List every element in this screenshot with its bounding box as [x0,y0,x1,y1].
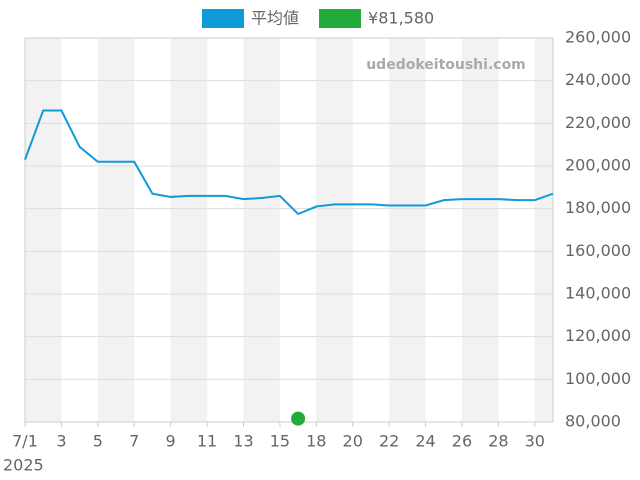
x-tick-label: 5 [93,432,103,451]
legend-label: 平均値 [251,9,299,28]
watermark: udedokeitoushi.com [366,57,526,73]
plot-border [24,37,554,423]
y-tick-label: 120,000 [565,326,631,345]
y-tick-label: 180,000 [565,198,631,217]
x-tick-label: 18 [306,432,326,451]
y-tick-label: 240,000 [565,70,631,89]
x-tick-label: 24 [415,432,435,451]
x-tick-label: 26 [452,432,472,451]
band [534,38,553,422]
point [291,411,306,426]
band [97,38,135,422]
series-line [24,109,554,216]
x-tick-label: 15 [270,432,290,451]
band [25,38,62,422]
y-tick-label: 220,000 [565,113,631,132]
x-tick-label: 9 [166,432,176,451]
band [316,38,353,422]
x-tick-label: 7 [129,432,139,451]
x-tick-label: 7/1 [12,432,38,451]
y-tick-label: 100,000 [565,369,631,388]
band [170,38,208,422]
y-tick-label: 80,000 [565,412,621,431]
x-tick-label: 20 [343,432,363,451]
x-tick-label: 13 [233,432,253,451]
x-tick-label: 22 [379,432,399,451]
x-tick-label: 3 [56,432,66,451]
y-tick-label: 200,000 [565,156,631,175]
legend-swatch [319,9,362,28]
y-tick-label: 160,000 [565,241,631,260]
x-tick-label: 28 [488,432,508,451]
y-tick-label: 140,000 [565,284,631,303]
x-tick-label: 11 [197,432,217,451]
band [243,38,280,422]
x-tick-label: 30 [525,432,545,451]
legend-swatch [202,9,244,28]
legend-label: ¥81,580 [368,9,434,28]
y-tick-label: 260,000 [565,28,631,47]
year-label: 2025 [3,456,44,475]
band [461,38,499,422]
band [389,38,426,422]
